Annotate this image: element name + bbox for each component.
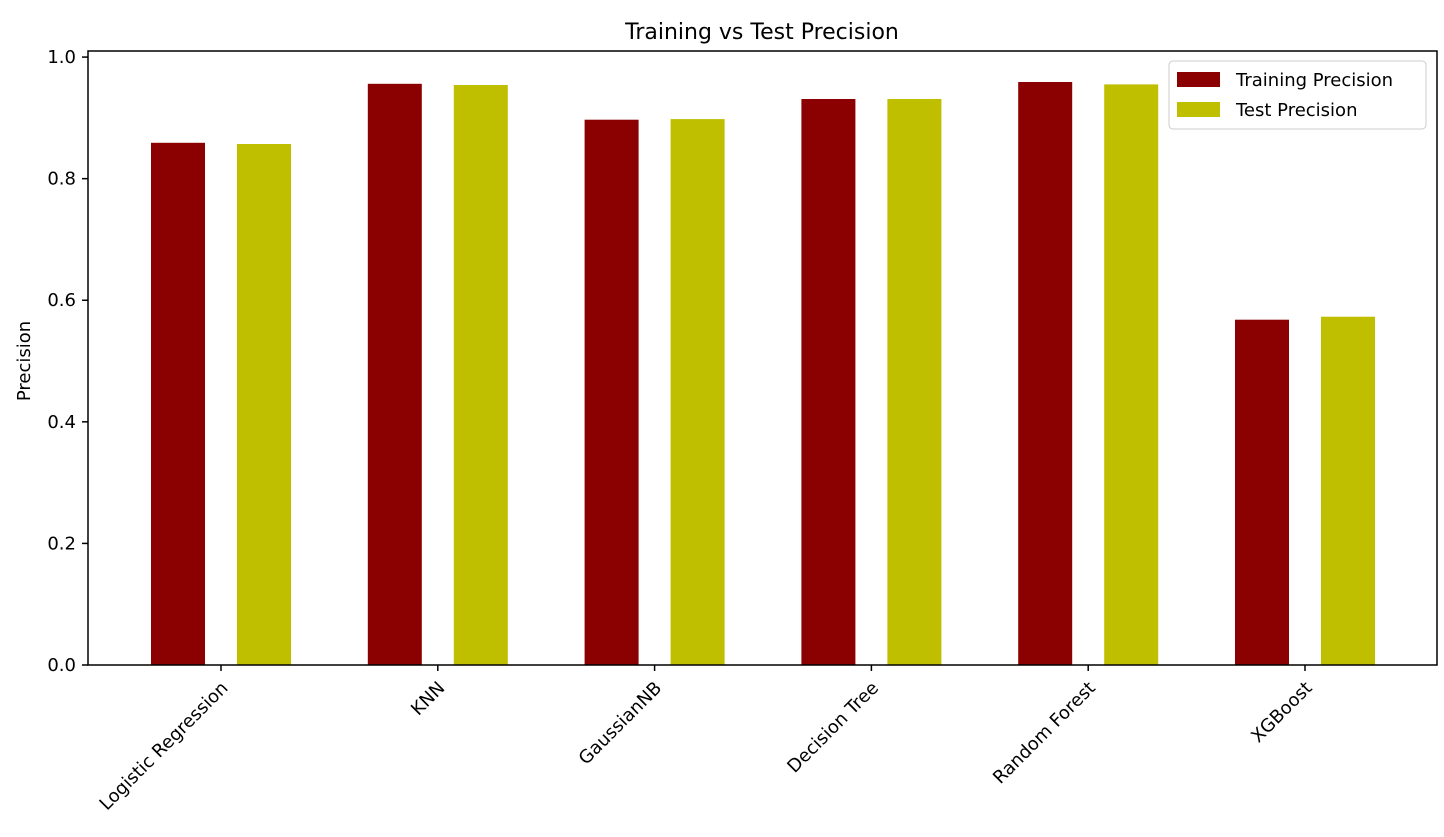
bar-test-0	[237, 144, 291, 665]
bar-test-5	[1321, 316, 1375, 665]
legend-label-0: Training Precision	[1235, 70, 1393, 91]
x-tick-label: KNN	[407, 678, 449, 720]
y-tick-label: 0.4	[47, 412, 76, 433]
y-tick-label: 0.0	[47, 655, 76, 676]
bar-training-2	[584, 119, 639, 665]
x-tick-label: GaussianNB	[575, 678, 667, 770]
y-tick-label: 1.0	[47, 47, 76, 68]
legend-swatch-0	[1177, 72, 1220, 87]
x-tick-label: Logistic Regression	[96, 678, 233, 815]
chart-title: Training vs Test Precision	[624, 20, 899, 45]
bar-training-1	[367, 83, 422, 666]
plot-frame	[87, 50, 1438, 666]
y-tick-label: 0.6	[47, 290, 76, 311]
bar-training-0	[151, 142, 205, 666]
bar-training-3	[801, 99, 856, 665]
bar-test-3	[887, 99, 942, 665]
x-tick-label: XGBoost	[1247, 678, 1316, 747]
bar-test-1	[453, 85, 508, 665]
legend-swatch-1	[1177, 102, 1220, 117]
bar-test-2	[670, 119, 725, 666]
legend-box	[1168, 60, 1427, 130]
bar-training-4	[1018, 82, 1073, 665]
x-tick-label: Decision Tree	[783, 678, 883, 778]
legend: Training Precision Test Precision	[1168, 60, 1427, 130]
bar-training-5	[1235, 319, 1289, 665]
y-axis-label: Precision	[14, 321, 35, 401]
legend-label-1: Test Precision	[1235, 100, 1357, 121]
x-tick-label: Random Forest	[989, 678, 1100, 789]
bar-test-4	[1104, 84, 1159, 665]
y-tick-label: 0.8	[47, 169, 76, 190]
y-axis: 0.0 0.2 0.4 0.6 0.8 1.0	[47, 47, 88, 676]
bars-group	[151, 82, 1375, 666]
x-axis: Logistic Regression KNN GaussianNB Decision…	[96, 665, 1317, 815]
y-tick-label: 0.2	[47, 533, 76, 554]
